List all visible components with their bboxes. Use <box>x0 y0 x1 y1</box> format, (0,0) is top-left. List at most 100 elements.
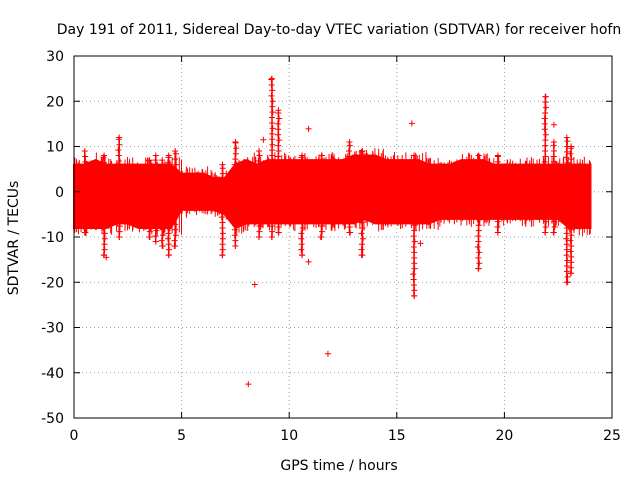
data-point <box>563 214 570 221</box>
data-point <box>232 138 239 145</box>
data-point <box>275 148 282 155</box>
data-point <box>255 179 262 186</box>
data-point <box>275 107 282 114</box>
data-point <box>359 214 366 221</box>
data-point <box>567 221 574 228</box>
data-point <box>269 119 276 126</box>
data-point <box>101 197 108 204</box>
data-point <box>550 169 557 176</box>
data-point <box>115 152 122 159</box>
data-point <box>299 152 306 159</box>
data-point <box>269 152 276 159</box>
data-point <box>550 191 557 198</box>
data-point <box>563 268 570 275</box>
y-tick-label: 10 <box>46 140 64 156</box>
data-point <box>101 176 108 183</box>
data-point <box>346 224 353 231</box>
data-point <box>115 163 122 170</box>
data-point <box>494 169 501 176</box>
data-point <box>80 218 87 225</box>
data-point <box>318 152 325 159</box>
data-point <box>567 172 574 179</box>
data-point <box>101 181 108 188</box>
data-point <box>542 110 549 117</box>
data-point <box>145 185 152 192</box>
data-point <box>165 230 172 237</box>
data-point <box>82 180 89 187</box>
data-point <box>319 223 326 230</box>
data-point <box>153 195 160 202</box>
x-axis-label: GPS time / hours <box>280 458 397 474</box>
data-point <box>153 222 160 229</box>
data-point <box>494 191 501 198</box>
data-point <box>232 188 239 195</box>
data-point <box>146 179 153 186</box>
data-point <box>159 188 166 195</box>
data-point <box>319 157 326 164</box>
data-point <box>299 176 306 183</box>
data-point <box>172 172 179 179</box>
data-point <box>411 260 418 267</box>
data-point <box>82 175 89 182</box>
y-tick-label: -50 <box>41 411 64 427</box>
data-point <box>166 186 173 193</box>
data-point <box>232 150 239 157</box>
data-point <box>542 164 549 171</box>
data-point <box>80 191 87 198</box>
data-outlier <box>245 381 252 388</box>
data-point <box>411 292 418 299</box>
data-point <box>276 137 283 144</box>
data-point <box>276 196 283 203</box>
data-point <box>542 213 549 220</box>
data-point <box>269 212 276 219</box>
data-point <box>411 178 418 185</box>
data-point <box>475 211 482 218</box>
data-point <box>550 158 557 165</box>
data-point <box>494 229 501 236</box>
data-point <box>358 148 365 155</box>
data-point <box>568 188 575 195</box>
data-point <box>146 228 153 235</box>
data-point <box>563 230 570 237</box>
data-point <box>232 167 239 174</box>
data-point <box>563 219 570 226</box>
data-point <box>256 148 263 155</box>
data-point <box>358 246 365 253</box>
data-point <box>563 235 570 242</box>
data-point <box>101 186 108 193</box>
y-tick-label: -40 <box>41 366 64 382</box>
data-point <box>567 205 574 212</box>
data-point <box>359 224 366 231</box>
data-point <box>101 192 108 199</box>
data-outlier <box>417 240 424 247</box>
data-point <box>568 270 575 277</box>
data-point <box>269 195 276 202</box>
data-point <box>567 264 574 271</box>
data-point <box>298 235 305 242</box>
data-point <box>115 201 122 208</box>
data-point <box>269 130 276 137</box>
data-point <box>494 152 501 159</box>
data-point <box>166 219 173 226</box>
data-point <box>219 235 226 242</box>
data-point <box>269 185 276 192</box>
data-point <box>116 168 123 175</box>
data-point <box>474 243 481 250</box>
data-point <box>165 176 172 183</box>
data-point <box>269 103 276 110</box>
data-point <box>146 190 153 197</box>
data-point <box>116 134 123 141</box>
data-point <box>411 238 418 245</box>
data-point <box>359 170 366 177</box>
data-point <box>275 169 282 176</box>
data-point <box>567 237 574 244</box>
data-point <box>345 148 352 155</box>
data-point <box>564 138 571 145</box>
data-point <box>299 252 306 259</box>
data-point <box>563 246 570 253</box>
data-point <box>256 174 263 181</box>
data-point <box>165 224 172 231</box>
data-point <box>299 159 306 166</box>
data-point <box>159 177 166 184</box>
data-point <box>219 246 226 253</box>
